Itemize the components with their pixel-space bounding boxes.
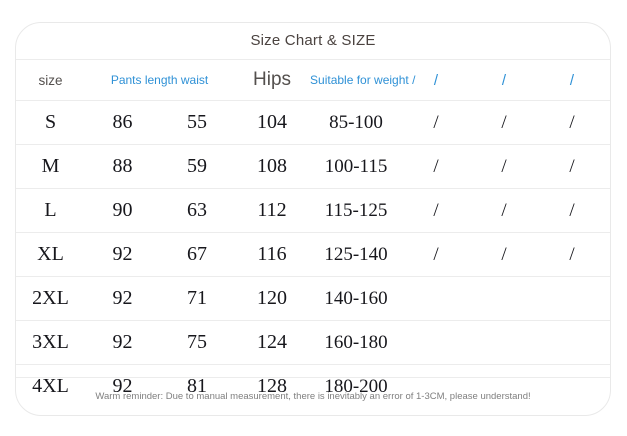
page-title: Size Chart & SIZE bbox=[250, 32, 376, 49]
table-row: S 86 55 104 85-100 / / / / bbox=[16, 100, 610, 145]
cell-pants-length: 92 bbox=[85, 320, 160, 365]
cell-pants-length: 90 bbox=[85, 188, 160, 233]
cell-slash-3: / bbox=[538, 100, 607, 145]
cell-size: L bbox=[16, 188, 85, 233]
cell-slash-2: / bbox=[470, 144, 539, 189]
table-header-row: size Pants length waist Hips Suitable fo… bbox=[16, 59, 610, 101]
cell-slash-1 bbox=[402, 320, 471, 365]
cell-weight: 115-125 bbox=[310, 188, 403, 233]
cell-size: 4XL bbox=[16, 364, 85, 408]
footer-warm-reminder: Warm reminder: Due to manual measurement… bbox=[16, 377, 610, 415]
cell-waist: 71 bbox=[160, 276, 235, 321]
cell-slash-1: / bbox=[402, 100, 471, 145]
cell-pants-length: 86 bbox=[85, 100, 160, 145]
cell-size: XL bbox=[16, 232, 85, 277]
cell-slash-3: / bbox=[538, 232, 607, 277]
cell-weight: 125-140 bbox=[310, 232, 403, 277]
cell-weight: 85-100 bbox=[310, 100, 403, 145]
cell-slash-2 bbox=[470, 364, 539, 408]
column-header-slash-2: / bbox=[470, 59, 539, 101]
cell-weight: 180-200 bbox=[310, 364, 403, 408]
cell-waist: 63 bbox=[160, 188, 235, 233]
column-header-slash-1: / bbox=[402, 59, 471, 101]
cell-waist: 75 bbox=[160, 320, 235, 365]
cell-hips: 116 bbox=[234, 232, 311, 277]
cell-slash-1 bbox=[402, 276, 471, 321]
table-row: 3XL 92 75 124 160-180 bbox=[16, 320, 610, 365]
cell-pants-length: 92 bbox=[85, 364, 160, 408]
cell-slash-4 bbox=[606, 364, 610, 408]
column-header-suitable-for-weight: Suitable for weight / bbox=[310, 59, 415, 101]
cell-slash-4: / bbox=[606, 232, 610, 277]
cell-size: 3XL bbox=[16, 320, 85, 365]
cell-slash-1 bbox=[402, 364, 471, 408]
cell-slash-3 bbox=[538, 364, 607, 408]
cell-pants-length: 92 bbox=[85, 232, 160, 277]
cell-weight: 100-115 bbox=[310, 144, 403, 189]
cell-slash-4 bbox=[606, 276, 610, 321]
cell-waist: 59 bbox=[160, 144, 235, 189]
cell-waist: 55 bbox=[160, 100, 235, 145]
cell-slash-1: / bbox=[402, 188, 471, 233]
cell-hips: 128 bbox=[234, 364, 311, 408]
cell-slash-3: / bbox=[538, 188, 607, 233]
cell-pants-length: 92 bbox=[85, 276, 160, 321]
cell-weight: 140-160 bbox=[310, 276, 403, 321]
cell-hips: 104 bbox=[234, 100, 311, 145]
table-row: M 88 59 108 100-115 / / / / bbox=[16, 144, 610, 189]
column-header-size: size bbox=[16, 59, 85, 101]
cell-slash-2 bbox=[470, 320, 539, 365]
cell-size: S bbox=[16, 100, 85, 145]
cell-slash-2: / bbox=[470, 232, 539, 277]
size-chart-table: size Pants length waist Hips Suitable fo… bbox=[16, 59, 610, 408]
cell-slash-3: / bbox=[538, 144, 607, 189]
cell-hips: 108 bbox=[234, 144, 311, 189]
cell-waist: 81 bbox=[160, 364, 235, 408]
cell-size: 2XL bbox=[16, 276, 85, 321]
cell-slash-1: / bbox=[402, 144, 471, 189]
cell-slash-2 bbox=[470, 276, 539, 321]
cell-weight: 160-180 bbox=[310, 320, 403, 365]
cell-slash-3 bbox=[538, 276, 607, 321]
size-chart-card: Size Chart & SIZE size Pants length wais… bbox=[15, 22, 611, 416]
cell-slash-3 bbox=[538, 320, 607, 365]
cell-hips: 120 bbox=[234, 276, 311, 321]
cell-slash-4: / bbox=[606, 100, 610, 145]
table-row: L 90 63 112 115-125 / / / / bbox=[16, 188, 610, 233]
cell-slash-1: / bbox=[402, 232, 471, 277]
cell-waist: 67 bbox=[160, 232, 235, 277]
column-header-slash-3: / bbox=[538, 59, 607, 101]
cell-slash-4 bbox=[606, 320, 610, 365]
cell-slash-4: / bbox=[606, 144, 610, 189]
table-row: 2XL 92 71 120 140-160 bbox=[16, 276, 610, 321]
table-row: XL 92 67 116 125-140 / / / / bbox=[16, 232, 610, 277]
cell-pants-length: 88 bbox=[85, 144, 160, 189]
cell-hips: 112 bbox=[234, 188, 311, 233]
cell-size: M bbox=[16, 144, 85, 189]
column-header-slash-4 bbox=[606, 59, 610, 101]
cell-slash-4: / bbox=[606, 188, 610, 233]
cell-slash-2: / bbox=[470, 100, 539, 145]
column-header-pants-length-waist: Pants length waist bbox=[85, 59, 235, 101]
column-header-hips: Hips bbox=[234, 59, 311, 101]
table-row: 4XL 92 81 128 180-200 bbox=[16, 364, 610, 408]
cell-slash-2: / bbox=[470, 188, 539, 233]
cell-hips: 124 bbox=[234, 320, 311, 365]
